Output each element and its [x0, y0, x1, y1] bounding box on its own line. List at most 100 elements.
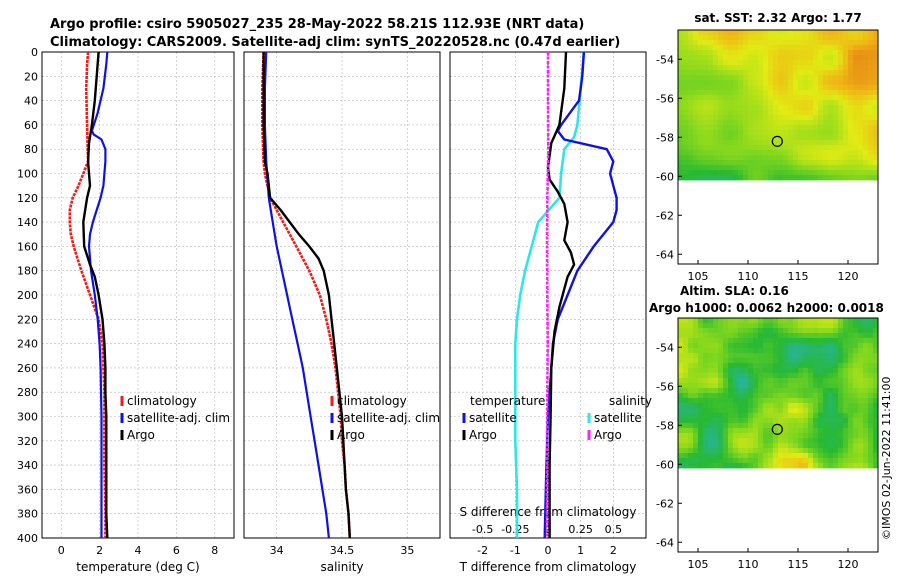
heatmap-cell [858, 65, 864, 71]
heatmap-cell [733, 160, 739, 166]
heatmap-cell [808, 35, 814, 41]
heatmap-cell [708, 368, 714, 374]
heatmap-cell [708, 120, 714, 126]
heatmap-cell [738, 45, 744, 51]
heatmap-cell [848, 30, 854, 36]
heatmap-cell [753, 40, 759, 46]
heatmap-cell [773, 50, 779, 56]
heatmap-cell [823, 323, 829, 329]
heatmap-cell [718, 328, 724, 334]
heatmap-cell [813, 348, 819, 354]
heatmap-cell [848, 423, 854, 429]
heatmap-cell [688, 378, 694, 384]
heatmap-cell [723, 115, 729, 121]
heatmap-cell [753, 423, 759, 429]
chart-layer: 0204060801001201401601802002202402602803… [17, 11, 884, 574]
heatmap-cell [868, 403, 874, 409]
heatmap-cell [843, 85, 849, 91]
lat-tick-label: -62 [656, 497, 674, 510]
heatmap-cell [683, 353, 689, 359]
heatmap-cell [728, 100, 734, 106]
heatmap-cell [853, 423, 859, 429]
legend-label: climatology [337, 394, 407, 408]
heatmap-cell [743, 458, 749, 464]
heatmap-cell [688, 50, 694, 56]
heatmap-cell [823, 338, 829, 344]
heatmap-cell [738, 383, 744, 389]
heatmap-cell [808, 398, 814, 404]
heatmap-cell [803, 463, 809, 469]
heatmap-cell [783, 90, 789, 96]
heatmap-cell [808, 80, 814, 86]
heatmap-cell [758, 398, 764, 404]
heatmap-cell [863, 85, 869, 91]
heatmap-cell [758, 348, 764, 354]
heatmap-cell [808, 50, 814, 56]
heatmap-cell [793, 60, 799, 66]
heatmap-cell [848, 393, 854, 399]
heatmap-cell [708, 358, 714, 364]
heatmap-cell [823, 95, 829, 101]
heatmap-cell [858, 393, 864, 399]
heatmap-cell [698, 50, 704, 56]
heatmap-cell [723, 95, 729, 101]
heatmap-cell [798, 175, 804, 181]
heatmap-cell [813, 388, 819, 394]
heatmap-cell [698, 408, 704, 414]
heatmap-cell [698, 100, 704, 106]
heatmap-cell [873, 115, 879, 121]
heatmap-cell [818, 145, 824, 151]
heatmap-cell [708, 60, 714, 66]
heatmap-cell [783, 50, 789, 56]
heatmap-cell [828, 35, 834, 41]
heatmap-cell [693, 75, 699, 81]
heatmap-cell [768, 85, 774, 91]
heatmap-cell [703, 55, 709, 61]
heatmap-cell [858, 363, 864, 369]
heatmap-cell [713, 175, 719, 181]
heatmap-cell [678, 90, 684, 96]
heatmap-cell [808, 443, 814, 449]
heatmap-cell [743, 150, 749, 156]
heatmap-cell [858, 423, 864, 429]
heatmap-cell [838, 120, 844, 126]
heatmap-cell [743, 30, 749, 36]
heatmap-cell [708, 348, 714, 354]
heatmap-cell [858, 453, 864, 459]
heatmap-cell [798, 438, 804, 444]
heatmap-cell [748, 175, 754, 181]
heatmap-cell [738, 398, 744, 404]
heatmap-cell [798, 413, 804, 419]
heatmap-cell [828, 353, 834, 359]
heatmap-cell [803, 343, 809, 349]
heatmap-cell [813, 333, 819, 339]
heatmap-cell [783, 115, 789, 121]
heatmap-cell [858, 135, 864, 141]
heatmap-cell [773, 343, 779, 349]
heatmap-cell [798, 343, 804, 349]
heatmap-cell [718, 90, 724, 96]
heatmap-cell [793, 100, 799, 106]
heatmap-cell [733, 155, 739, 161]
heatmap-cell [738, 65, 744, 71]
heatmap-cell [863, 160, 869, 166]
heatmap-cell [863, 438, 869, 444]
heatmap-cell [873, 318, 879, 324]
heatmap-cell [803, 40, 809, 46]
heatmap-cell [783, 80, 789, 86]
heatmap-cell [678, 328, 684, 334]
heatmap-cell [683, 403, 689, 409]
heatmap-cell [753, 438, 759, 444]
heatmap-cell [758, 428, 764, 434]
heatmap-cell [783, 100, 789, 106]
heatmap-cell [778, 388, 784, 394]
heatmap-cell [793, 150, 799, 156]
heatmap-cell [733, 383, 739, 389]
heatmap-cell [828, 428, 834, 434]
heatmap-cell [793, 160, 799, 166]
heatmap-cell [863, 95, 869, 101]
heatmap-cell [813, 65, 819, 71]
heatmap-cell [678, 130, 684, 136]
heatmap-cell [833, 333, 839, 339]
heatmap-cell [773, 130, 779, 136]
